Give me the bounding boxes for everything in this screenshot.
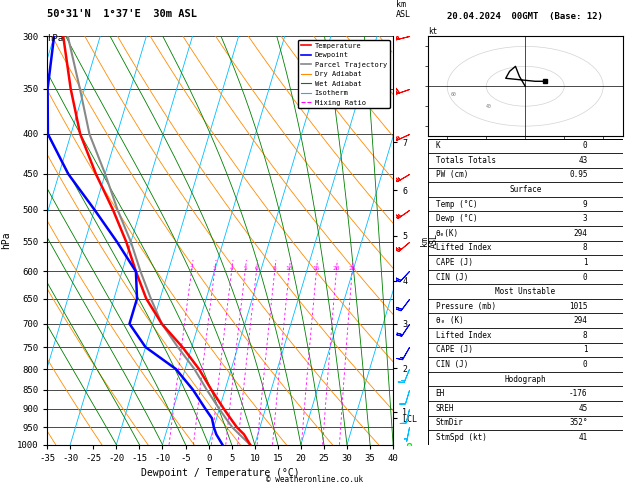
Text: Temp (°C): Temp (°C) xyxy=(435,200,477,208)
Text: hPa: hPa xyxy=(47,34,64,43)
Text: 6: 6 xyxy=(255,266,259,272)
Text: © weatheronline.co.uk: © weatheronline.co.uk xyxy=(266,474,363,484)
Text: CIN (J): CIN (J) xyxy=(435,273,468,281)
Text: -176: -176 xyxy=(569,389,587,398)
Text: 41: 41 xyxy=(578,433,587,442)
Text: Lifted Index: Lifted Index xyxy=(435,243,491,252)
Text: Dewp (°C): Dewp (°C) xyxy=(435,214,477,223)
Text: Totals Totals: Totals Totals xyxy=(435,156,496,165)
Text: Lifted Index: Lifted Index xyxy=(435,331,491,340)
Text: kt: kt xyxy=(428,27,437,36)
Text: 40: 40 xyxy=(486,104,492,109)
Text: 43: 43 xyxy=(578,156,587,165)
Text: θₑ (K): θₑ (K) xyxy=(435,316,464,325)
Text: 0: 0 xyxy=(583,360,587,369)
Text: Most Unstable: Most Unstable xyxy=(495,287,555,296)
Text: 5: 5 xyxy=(243,266,247,272)
Text: CAPE (J): CAPE (J) xyxy=(435,258,472,267)
Text: 3: 3 xyxy=(583,214,587,223)
Text: 294: 294 xyxy=(574,316,587,325)
Text: Pressure (mb): Pressure (mb) xyxy=(435,302,496,311)
X-axis label: Dewpoint / Temperature (°C): Dewpoint / Temperature (°C) xyxy=(141,469,299,478)
Text: 1015: 1015 xyxy=(569,302,587,311)
Text: Surface: Surface xyxy=(509,185,542,194)
Text: 352°: 352° xyxy=(569,418,587,427)
Text: StmDir: StmDir xyxy=(435,418,464,427)
Text: SREH: SREH xyxy=(435,404,454,413)
Y-axis label: hPa: hPa xyxy=(1,232,11,249)
Text: K: K xyxy=(435,141,440,150)
Text: 25: 25 xyxy=(348,266,356,272)
Text: 10: 10 xyxy=(286,266,293,272)
Text: 0: 0 xyxy=(583,273,587,281)
Text: CIN (J): CIN (J) xyxy=(435,360,468,369)
Text: 8: 8 xyxy=(583,243,587,252)
Text: Hodograph: Hodograph xyxy=(504,375,546,383)
Text: 3: 3 xyxy=(213,266,216,272)
Text: 2: 2 xyxy=(189,266,193,272)
Text: CAPE (J): CAPE (J) xyxy=(435,346,472,354)
Text: 8: 8 xyxy=(583,331,587,340)
Text: 20.04.2024  00GMT  (Base: 12): 20.04.2024 00GMT (Base: 12) xyxy=(447,12,603,21)
Text: StmSpd (kt): StmSpd (kt) xyxy=(435,433,486,442)
Y-axis label: km
ASL: km ASL xyxy=(420,233,439,248)
Text: 0: 0 xyxy=(583,141,587,150)
Text: 20: 20 xyxy=(333,266,340,272)
Text: 294: 294 xyxy=(574,229,587,238)
Text: 8: 8 xyxy=(273,266,277,272)
Text: 1: 1 xyxy=(583,346,587,354)
Text: 50°31'N  1°37'E  30m ASL: 50°31'N 1°37'E 30m ASL xyxy=(47,9,197,19)
Text: PW (cm): PW (cm) xyxy=(435,171,468,179)
Text: 1: 1 xyxy=(583,258,587,267)
Legend: Temperature, Dewpoint, Parcel Trajectory, Dry Adiabat, Wet Adiabat, Isotherm, Mi: Temperature, Dewpoint, Parcel Trajectory… xyxy=(298,40,389,108)
Text: 45: 45 xyxy=(578,404,587,413)
Text: 15: 15 xyxy=(313,266,320,272)
Text: EH: EH xyxy=(435,389,445,398)
Text: 9: 9 xyxy=(583,200,587,208)
Text: 0.95: 0.95 xyxy=(569,171,587,179)
Text: 4: 4 xyxy=(230,266,233,272)
Text: km
ASL: km ASL xyxy=(396,0,411,19)
Text: θₑ(K): θₑ(K) xyxy=(435,229,459,238)
Text: 60: 60 xyxy=(451,92,457,97)
